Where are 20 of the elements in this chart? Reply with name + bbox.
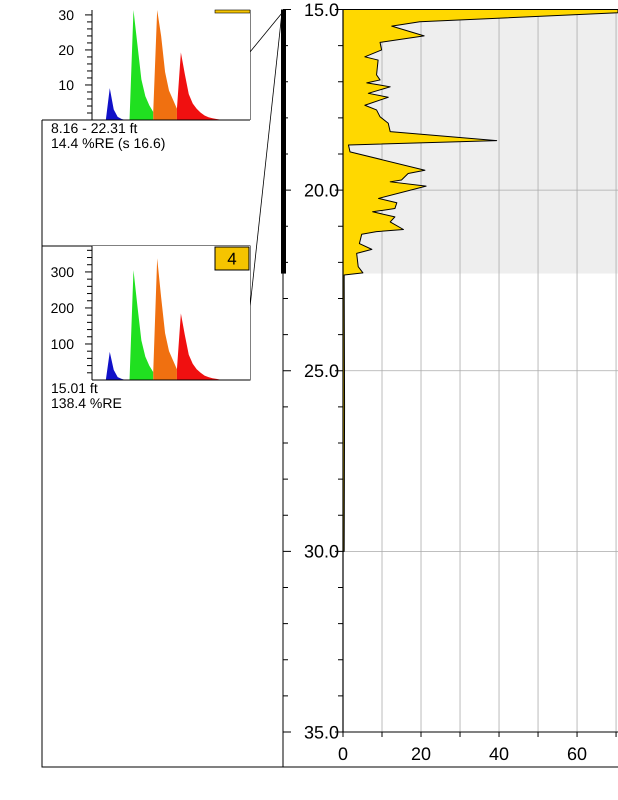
y-tick-label: 15.0 (304, 0, 339, 20)
y-tick-label: 10 (58, 76, 74, 93)
y-tick-label: 300 (50, 264, 74, 280)
x-tick-label: 40 (489, 744, 510, 764)
y-tick-label: 20.0 (304, 180, 339, 200)
y-tick-label: 25.0 (304, 361, 339, 382)
y-tick-label: 30 (58, 6, 74, 23)
x-tick-label: 20 (411, 744, 432, 764)
x-tick-label: 0 (338, 744, 348, 764)
y-tick-label: 30.0 (304, 542, 339, 562)
y-tick-label: 35.0 (304, 722, 339, 742)
annotation: 8.16 - 22.31 ft (51, 120, 138, 136)
chart-title: 4 (227, 249, 237, 268)
y-tick-label: 20 (58, 42, 74, 58)
annotation: 15.01 ft (51, 380, 98, 396)
x-tick-label: 60 (567, 744, 588, 764)
y-tick-label: 100 (50, 336, 74, 352)
text: 138.4 %RE (51, 395, 122, 411)
y-tick-label: 200 (50, 300, 74, 316)
text: 14.4 %RE (s 16.6) (51, 135, 166, 151)
